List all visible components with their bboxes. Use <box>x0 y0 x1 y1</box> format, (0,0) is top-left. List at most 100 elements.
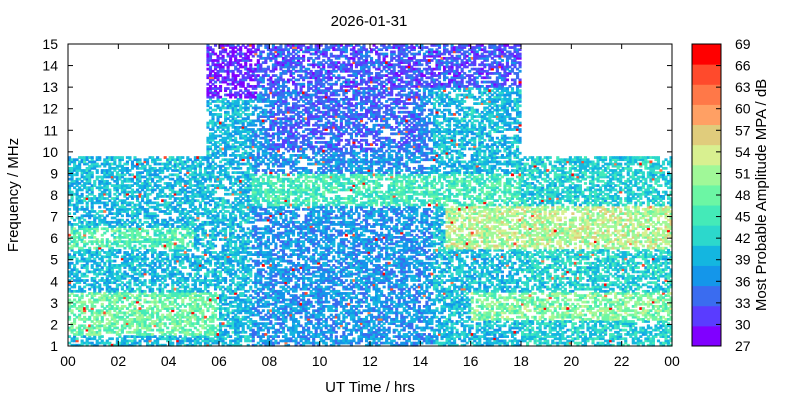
heatmap-cell <box>105 255 109 259</box>
heatmap-cell <box>75 169 79 172</box>
heatmap-cell <box>123 246 127 250</box>
heatmap-cell <box>78 197 82 200</box>
heatmap-cell <box>68 305 72 308</box>
heatmap-cell <box>125 184 129 187</box>
heatmap-cell <box>120 337 124 341</box>
heatmap-cell <box>151 156 155 159</box>
heatmap-cell <box>183 251 187 254</box>
heatmap-cell <box>68 242 72 246</box>
heatmap-cell <box>151 313 155 317</box>
heatmap-cell <box>118 315 122 319</box>
heatmap-cell <box>115 210 119 213</box>
heatmap-cell <box>125 207 129 211</box>
heatmap-cell <box>140 326 145 330</box>
heatmap-cell <box>201 184 205 187</box>
heatmap-cell <box>90 242 94 246</box>
heatmap-cell <box>201 190 205 194</box>
heatmap-cell <box>123 322 127 326</box>
heatmap-cell <box>203 337 208 341</box>
heatmap-cell <box>158 287 162 291</box>
heatmap-cell <box>118 231 122 235</box>
heatmap-cell <box>156 242 160 246</box>
heatmap-cell <box>161 203 165 207</box>
heatmap-cell <box>135 315 140 319</box>
heatmap-cell <box>100 190 104 194</box>
heatmap-cell <box>98 322 102 326</box>
heatmap-cell <box>161 253 165 256</box>
heatmap-cell <box>73 285 77 289</box>
heatmap-cell <box>68 283 72 287</box>
heatmap-cell <box>188 233 192 237</box>
heatmap-cell <box>168 216 172 220</box>
heatmap-cell <box>196 218 200 222</box>
heatmap-cell <box>138 294 142 297</box>
heatmap-cell <box>183 190 187 194</box>
heatmap-cell <box>100 276 104 280</box>
heatmap-cell <box>188 309 192 313</box>
heatmap-cell <box>186 218 190 222</box>
heatmap-cell <box>80 317 84 321</box>
heatmap-cell <box>193 218 197 222</box>
heatmap-cell <box>93 311 97 315</box>
heatmap-cell <box>73 255 77 259</box>
heatmap-cell <box>110 177 114 181</box>
heatmap-cell <box>201 266 205 269</box>
heatmap-cell <box>75 216 79 220</box>
heatmap-cell <box>193 227 197 231</box>
heatmap-cell <box>171 253 175 256</box>
heatmap-cell <box>113 298 117 302</box>
heatmap-cell <box>130 240 135 244</box>
heatmap-cell <box>186 272 190 276</box>
heatmap-cell <box>73 337 77 341</box>
heatmap-cell <box>163 233 167 237</box>
heatmap-cell <box>198 223 202 226</box>
heatmap-cell <box>88 214 92 218</box>
heatmap-cell <box>191 210 195 213</box>
heatmap-cell <box>78 315 82 319</box>
heatmap-cell <box>108 296 112 300</box>
heatmap-cell <box>73 192 77 196</box>
heatmap-cell <box>130 248 135 252</box>
heatmap-cell <box>133 276 137 280</box>
heatmap-cell <box>156 259 160 263</box>
heatmap-cell <box>138 261 142 265</box>
heatmap-cell <box>163 235 167 239</box>
heatmap-cell <box>146 328 150 332</box>
heatmap-cell <box>171 268 175 272</box>
heatmap-cell <box>181 274 185 278</box>
heatmap-cell <box>88 216 92 220</box>
heatmap-cell <box>146 182 150 185</box>
heatmap-cell <box>98 240 102 244</box>
heatmap-cell <box>73 158 77 162</box>
heatmap-cell <box>115 212 119 216</box>
heatmap-cell <box>198 175 202 179</box>
heatmap-cell <box>88 160 92 164</box>
heatmap-cell <box>178 179 182 183</box>
heatmap-cell <box>151 255 155 259</box>
heatmap-cell <box>73 253 77 256</box>
heatmap-cell <box>183 335 187 338</box>
heatmap-cell <box>93 298 97 302</box>
heatmap-cell <box>75 343 79 347</box>
heatmap-cell <box>135 268 140 272</box>
heatmap-cell <box>135 283 140 287</box>
heatmap-cell <box>140 171 145 175</box>
heatmap-cell <box>130 259 135 263</box>
heatmap-cell <box>100 177 104 181</box>
heatmap-cell <box>168 341 172 345</box>
heatmap-cell <box>146 162 150 166</box>
heatmap-cell <box>75 268 79 272</box>
heatmap-cell <box>198 317 202 321</box>
heatmap-cell <box>163 166 167 170</box>
heatmap-cell <box>133 339 137 343</box>
heatmap-cell <box>158 195 162 198</box>
heatmap-cell <box>178 158 182 162</box>
heatmap-cell <box>201 197 205 200</box>
heatmap-cell <box>75 166 79 170</box>
heatmap-cell <box>176 192 180 196</box>
heatmap-cell <box>108 264 112 267</box>
heatmap-cell <box>163 253 167 256</box>
heatmap-cell <box>173 231 177 235</box>
heatmap-cell <box>68 326 72 330</box>
heatmap-cell <box>168 313 172 317</box>
